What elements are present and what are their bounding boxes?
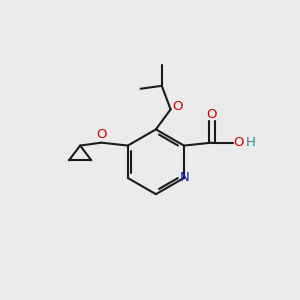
Text: O: O bbox=[234, 136, 244, 149]
Text: N: N bbox=[180, 172, 189, 184]
Text: O: O bbox=[172, 100, 182, 113]
Text: H: H bbox=[245, 136, 255, 149]
Text: O: O bbox=[96, 128, 106, 141]
Text: O: O bbox=[207, 108, 217, 121]
